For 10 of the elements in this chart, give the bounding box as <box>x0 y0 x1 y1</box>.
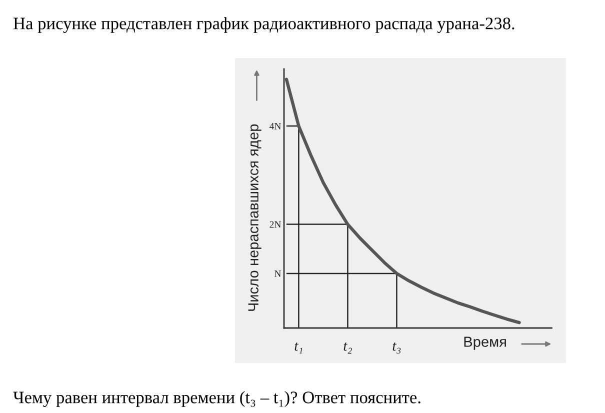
chart-title: На рисунке представлен график радиоактивного распада урана-238. <box>14 17 514 33</box>
x-tick-label: t₂ <box>344 342 352 354</box>
x-axis-title: Время <box>464 336 506 350</box>
y-axis-title: Число нераспавшихся ядер <box>248 124 262 311</box>
y-tick-label: N <box>274 270 281 277</box>
x-tick-label: t₃ <box>392 342 401 354</box>
text: Чему равен интервал времени (t₃ – t₁)? Ответ поясните. <box>13 391 420 407</box>
y-tick-label: 2N <box>270 221 281 228</box>
y-tick-label: 4N <box>270 122 281 130</box>
x-tick-label: t₁ <box>294 342 302 354</box>
